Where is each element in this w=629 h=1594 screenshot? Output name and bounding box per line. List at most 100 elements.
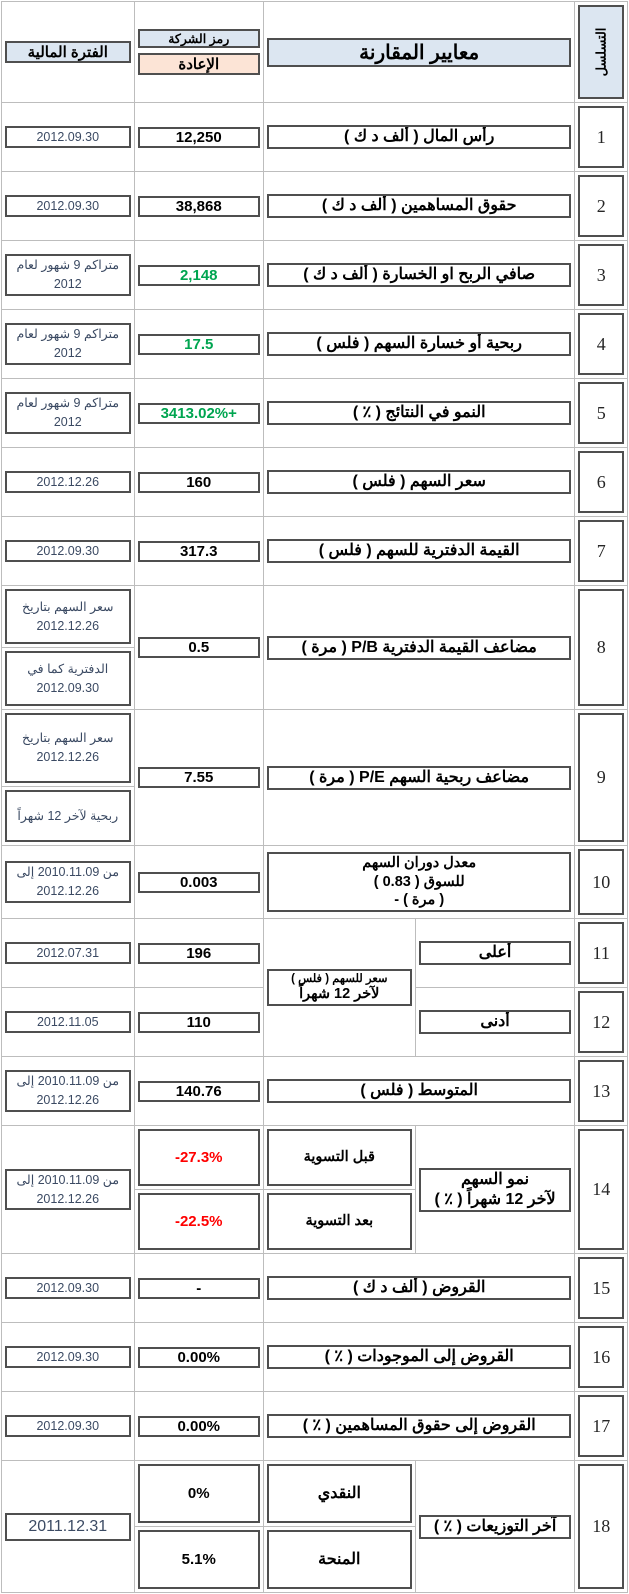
row17-period: 2012.09.30: [5, 1414, 131, 1438]
row14-pre-settlement-value: -27.3%: [137, 1129, 260, 1186]
row15-period: 2012.09.30: [5, 1276, 131, 1300]
row5-value: 3413.02%+: [137, 402, 260, 424]
table-row: 11 أعلى سعر للسهم ( فلس ) لآخر 12 شهراً …: [1, 918, 628, 1057]
row8-value: 0.5: [137, 637, 260, 658]
row10-criteria-line1: معدل دوران السهم: [362, 854, 477, 871]
row11-value: 196: [137, 942, 260, 964]
row16-value: 0.00%: [137, 1346, 260, 1368]
table-row: 3 صافي الربح او الخسارة ( ألف د ك ) 2,14…: [1, 240, 628, 310]
header-criteria-label: معايير المقارنة: [359, 41, 480, 64]
header-seq-box: التسلسل: [578, 5, 624, 99]
row13-seq: 13: [578, 1060, 624, 1122]
row15-value: -: [137, 1277, 260, 1299]
row10-period: من 2010.11.09 إلى 2012.12.26: [5, 861, 131, 903]
row10-criteria: معدل دوران السهم للسوق ( 0.83 ) ( مرة ) …: [266, 851, 572, 913]
row4-period: متراكم 9 شهور لعام 2012: [5, 323, 131, 365]
header-company-stack: رمز الشركة الإعادة: [137, 29, 260, 75]
shared-criteria-line2: لآخر 12 شهراً: [299, 986, 380, 1003]
row7-criteria: القيمة الدفترية للسهم ( فلس ): [266, 539, 572, 563]
table-row: 6 سعر السهم ( فلس ) 160 2012.12.26: [1, 447, 628, 517]
row14-title: نمو السهم لآخر 12 شهراً ( ٪ ): [418, 1167, 572, 1212]
row2-seq: 2: [578, 175, 624, 237]
table-row: 7 القيمة الدفترية للسهم ( فلس ) 317.3 20…: [1, 516, 628, 586]
header-company-cell: رمز الشركة الإعادة: [133, 1, 264, 103]
header-seq-label: التسلسل: [593, 27, 609, 77]
row13-period: من 2010.11.09 إلى 2012.12.26: [5, 1070, 131, 1112]
row7-seq: 7: [578, 520, 624, 582]
row14-title-line2: لآخر 12 شهراً ( ٪ ): [434, 1190, 556, 1208]
row9-period-bottom: ربحية لآخر 12 شهراً: [5, 790, 131, 842]
row14-post-settlement-label: بعد التسوية: [266, 1193, 412, 1250]
row11-seq: 11: [578, 922, 624, 984]
table-row: 12 أدنى 110 2012.11.05: [1, 987, 628, 1057]
row18-bonus-value: 5.1%: [137, 1530, 260, 1589]
row13-value: 140.76: [137, 1080, 260, 1102]
row3-value: 2,148: [137, 264, 260, 286]
row8-period-top: سعر السهم بتاريخ 2012.12.26: [5, 589, 131, 644]
row12-seq: 12: [578, 991, 624, 1053]
shared-criteria-line1: سعر للسهم ( فلس ): [291, 973, 388, 986]
row12-value: 110: [137, 1011, 260, 1033]
row6-period: 2012.12.26: [5, 470, 131, 494]
header-seq-cell: التسلسل: [574, 1, 628, 103]
row7-value: 317.3: [137, 540, 260, 562]
table-row: 10 معدل دوران السهم للسوق ( 0.83 ) ( مرة…: [1, 845, 628, 919]
header-period-label: الفترة المالية: [27, 44, 108, 61]
row15-seq: 15: [578, 1257, 624, 1319]
row9-criteria: مضاعف ربحية السهم P/E ( مرة ): [266, 765, 572, 790]
header-company-name: الإعادة: [178, 56, 220, 73]
row3-criteria: صافي الربح او الخسارة ( ألف د ك ): [266, 263, 572, 287]
table-row: 17 القروض إلى حقوق المساهمين ( ٪ ) 0.00%…: [1, 1391, 628, 1461]
row10-criteria-line2: للسوق ( 0.83 ): [373, 873, 465, 890]
row8-criteria: مضاعف القيمة الدفترية P/B ( مرة ): [266, 635, 572, 660]
row5-seq: 5: [578, 382, 624, 444]
row8-seq: 8: [578, 589, 624, 706]
row5-criteria: النمو في النتائج ( ٪ ): [266, 401, 572, 425]
row17-seq: 17: [578, 1395, 624, 1457]
table-row: 15 القروض ( ألف د ك ) - 2012.09.30: [1, 1253, 628, 1323]
row13-criteria: المتوسط ( فلس ): [266, 1079, 572, 1103]
header-criteria-cell: معايير المقارنة: [262, 1, 576, 103]
row1-seq: 1: [578, 106, 624, 168]
row4-value: 17.5: [137, 333, 260, 355]
row3-period: متراكم 9 شهور لعام 2012: [5, 254, 131, 296]
header-period-box: الفترة المالية: [5, 41, 131, 63]
table-row: 14 نمو السهم لآخر 12 شهراً ( ٪ ) قبل الت…: [1, 1125, 628, 1254]
header-period-cell: الفترة المالية: [1, 1, 135, 103]
row18-period: 2011.12.31: [5, 1512, 131, 1541]
row6-criteria: سعر السهم ( فلس ): [266, 470, 572, 494]
row2-criteria: حقوق المساهمين ( ألف د ك ): [266, 194, 572, 218]
row16-period: 2012.09.30: [5, 1345, 131, 1369]
table-row: 5 النمو في النتائج ( ٪ ) 3413.02%+ متراك…: [1, 378, 628, 448]
row17-criteria: القروض إلى حقوق المساهمين ( ٪ ): [266, 1414, 572, 1438]
table-row: 16 القروض إلى الموجودات ( ٪ ) 0.00% 2012…: [1, 1322, 628, 1392]
table-row: 8 مضاعف القيمة الدفترية P/B ( مرة ) 0.5 …: [1, 585, 628, 710]
header-company-name-box: الإعادة: [137, 53, 260, 75]
row14-pre-settlement-label: قبل التسوية: [266, 1129, 412, 1186]
row10-criteria-line3: ( مرة ) -: [394, 892, 445, 909]
row9-seq: 9: [578, 713, 624, 842]
row8-period-bottom: الدفترية كما في 2012.09.30: [5, 651, 131, 706]
row12-period: 2012.11.05: [5, 1010, 131, 1034]
row9-period-top: سعر السهم بتاريخ 2012.12.26: [5, 713, 131, 783]
header-criteria-box: معايير المقارنة: [266, 37, 572, 67]
row16-seq: 16: [578, 1326, 624, 1388]
row7-period: 2012.09.30: [5, 539, 131, 563]
table-row: 9 مضاعف ربحية السهم P/E ( مرة ) 7.55 سعر…: [1, 709, 628, 846]
row1-criteria: رأس المال ( ألف د ك ): [266, 125, 572, 149]
table-subrow: ربحية لآخر 12 شهراً: [1, 786, 628, 846]
row10-value: 0.003: [137, 871, 260, 893]
row18-seq: 18: [578, 1464, 624, 1589]
row17-value: 0.00%: [137, 1415, 260, 1437]
row11-high-label: أعلى: [418, 941, 572, 965]
table-subrow: الدفترية كما في 2012.09.30: [1, 647, 628, 710]
row14-post-settlement-value: -22.5%: [137, 1193, 260, 1250]
rows11-12-shared-criteria: سعر للسهم ( فلس ) لآخر 12 شهراً: [266, 969, 412, 1006]
row9-value: 7.55: [137, 767, 260, 788]
row14-title-line1: نمو السهم: [461, 1170, 530, 1188]
header-company-code-box: رمز الشركة: [137, 29, 260, 48]
table-subrow: بعد التسوية -22.5%: [2, 1189, 628, 1254]
row4-criteria: ربحية أو خسارة السهم ( فلس ): [266, 332, 572, 356]
row14-period: من 2010.11.09 إلى 2012.12.26: [5, 1168, 131, 1211]
